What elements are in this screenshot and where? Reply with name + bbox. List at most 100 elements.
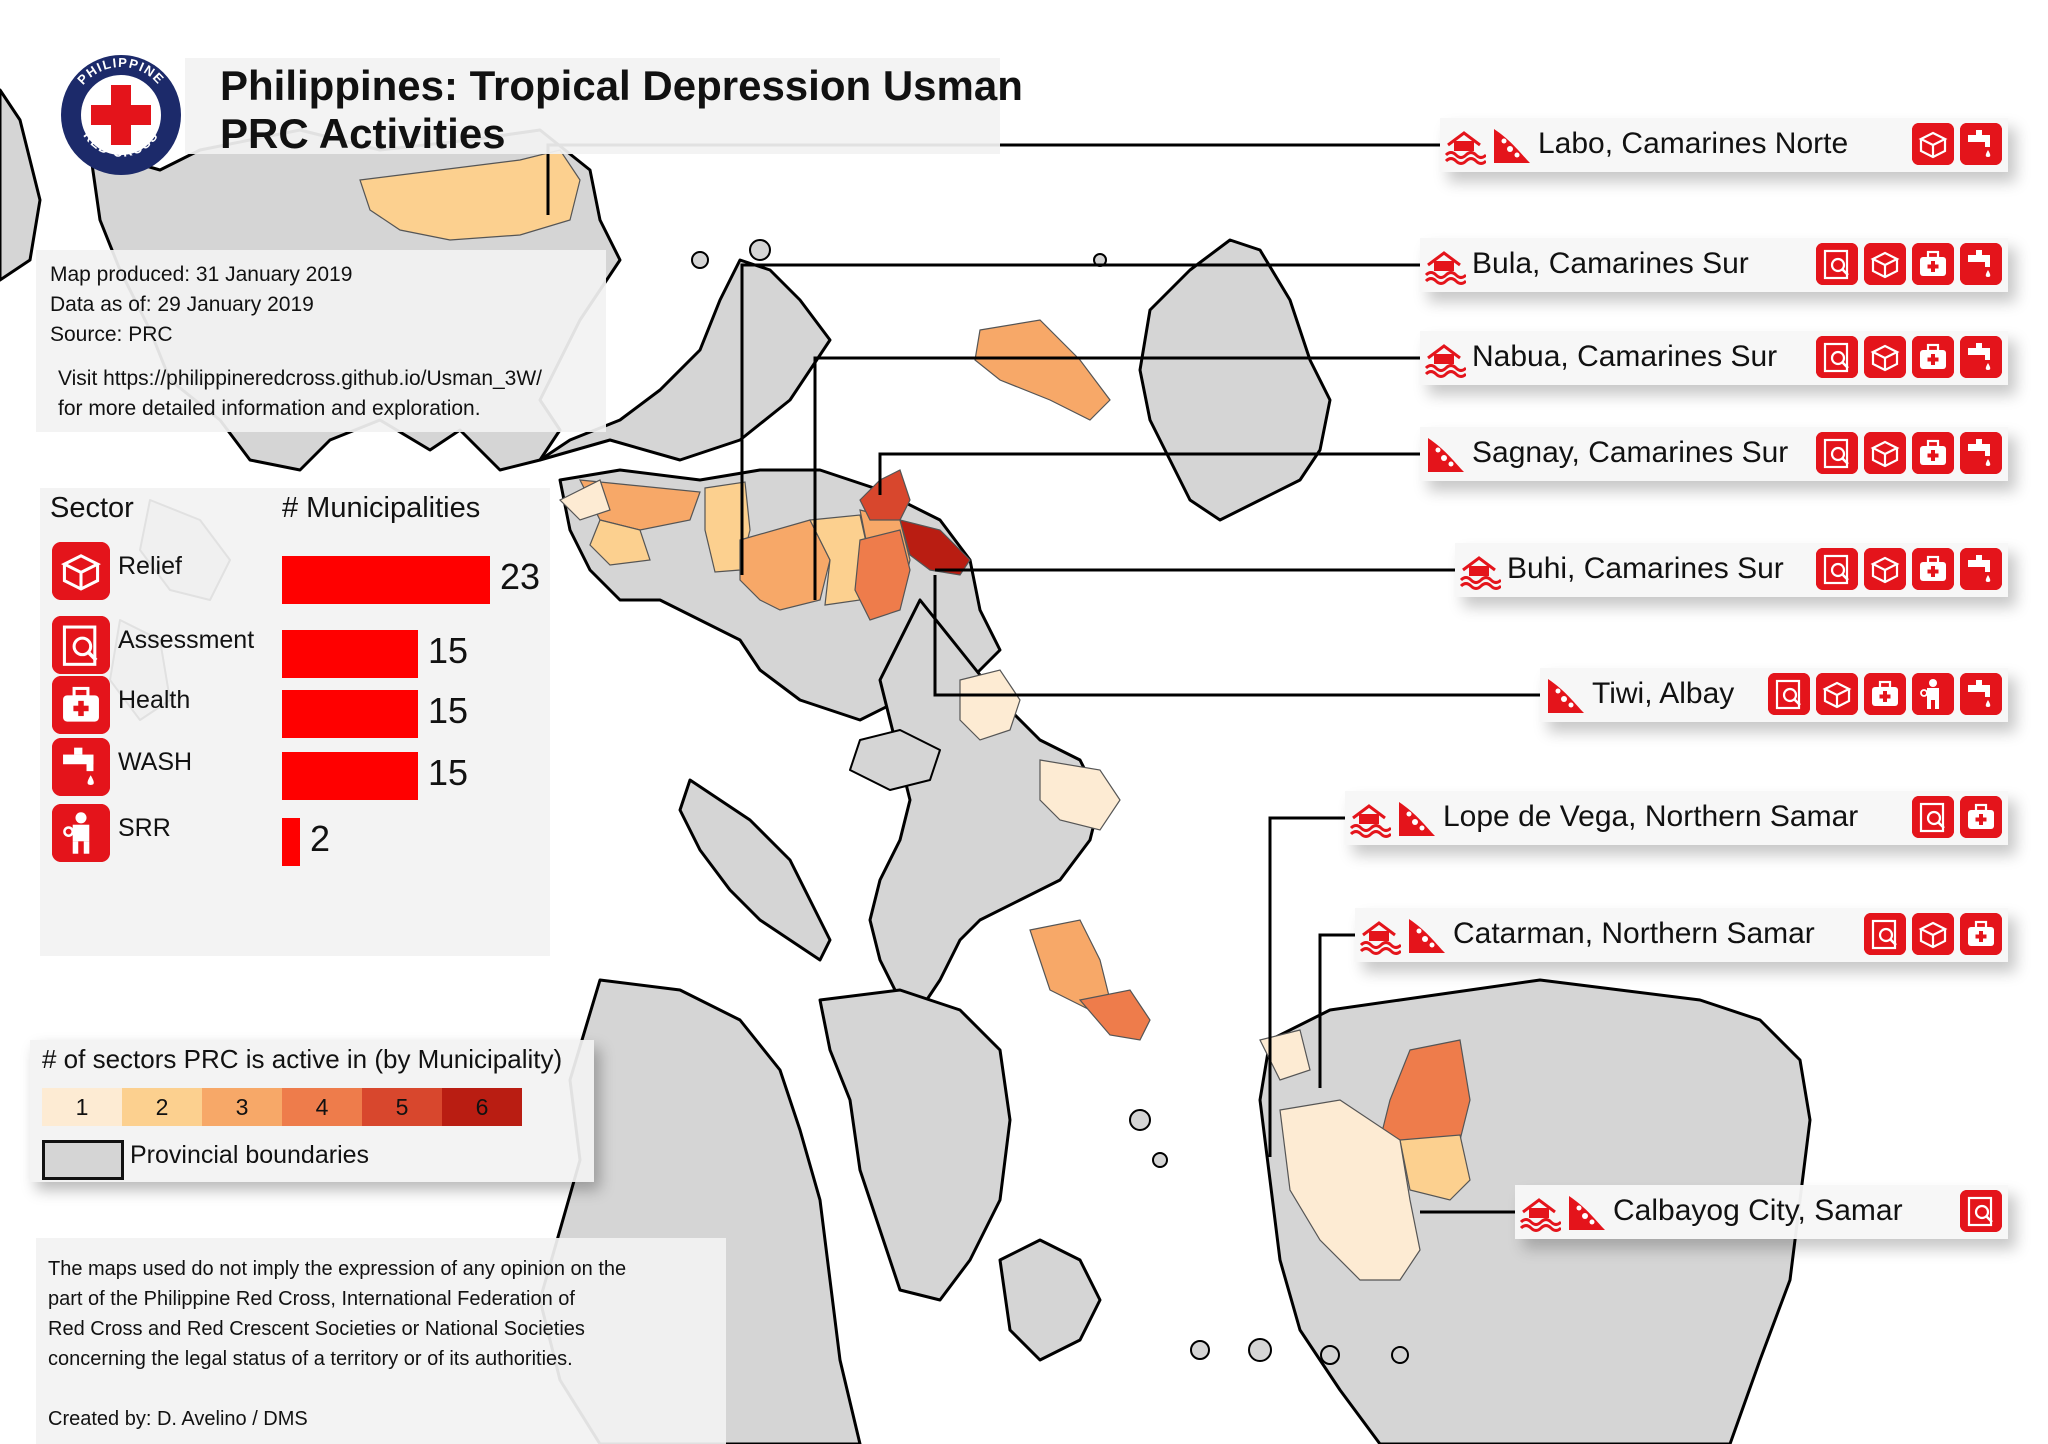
landslide-icon [1424, 434, 1466, 474]
disclaimer-line: part of the Philippine Red Cross, Intern… [48, 1288, 575, 1310]
provincial-boundary-swatch [42, 1140, 124, 1180]
municipality-name: Calbayog City, Samar [1613, 1194, 1903, 1227]
callout-catarman-northern-samar: Catarman, Northern Samar [1355, 908, 2008, 962]
disclaimer-panel: The maps used do not imply the expressio… [36, 1238, 726, 1444]
flood-icon [1424, 338, 1466, 378]
leader-labo [546, 143, 1440, 215]
leader-sagnay [878, 452, 1420, 495]
leader-tiwi [933, 575, 1540, 697]
leader-nabua [813, 356, 1420, 600]
callout-tiwi-albay: Tiwi, Albay [1540, 668, 2008, 722]
visit-note: for more detailed information and explor… [58, 397, 481, 420]
muni-sagnay [859, 469, 911, 521]
flood-icon [1349, 798, 1391, 838]
muni-labo [359, 149, 581, 241]
sector-panel: Sector # Municipalities Relief 23 Assessme… [40, 488, 550, 956]
health-kit-icon [1960, 913, 2002, 955]
water-tap-icon [1960, 432, 2002, 474]
landslide-icon [1405, 915, 1447, 955]
credit-text: Created by: D. Avelino / DMS [48, 1408, 308, 1430]
data-asof-date: Data as of: 29 January 2019 [50, 293, 314, 316]
sector-value: 15 [428, 630, 469, 671]
islet [691, 251, 709, 269]
land-romblon [998, 1238, 1102, 1362]
source-text: Source: PRC [50, 323, 173, 346]
islet [749, 239, 771, 261]
sector-row-assessment: Assessment 15 [40, 616, 550, 686]
municipality-name: Labo, Camarines Norte [1538, 127, 1849, 160]
land-camarines-norte [538, 258, 832, 462]
map-produced-date: Map produced: 31 January 2019 [50, 263, 353, 286]
health-kit-icon [1864, 673, 1906, 715]
sector-bar [282, 818, 300, 866]
health-kit-icon [1912, 243, 1954, 285]
relief-box-icon [1864, 336, 1906, 378]
assessment-icon [1912, 796, 1954, 838]
flood-icon [1459, 550, 1501, 590]
water-tap-icon [1960, 123, 2002, 165]
relief-box-icon [1864, 548, 1906, 590]
municipality-name: Bula, Camarines Sur [1472, 247, 1749, 280]
muni-buhi [854, 529, 911, 621]
land-masbate [678, 778, 832, 962]
flood-icon [1359, 915, 1401, 955]
assessment-icon [1768, 673, 1810, 715]
municipality-name: Nabua, Camarines Sur [1472, 340, 1778, 373]
landslide-icon [1565, 1192, 1607, 1232]
sector-value: 15 [428, 690, 469, 731]
callout-labo-camarines-norte: Labo, Camarines Norte [1440, 118, 2008, 172]
islet [1391, 1346, 1409, 1364]
muni-cam-sur-e [558, 479, 611, 521]
assessment-icon [1864, 913, 1906, 955]
sector-row-wash: WASH 15 [40, 738, 550, 808]
title-panel: Philippines: Tropical Depression Usman P… [185, 58, 1023, 157]
health-kit-icon [52, 676, 110, 734]
municipality-name: Tiwi, Albay [1592, 677, 1735, 710]
landslide-icon [1544, 675, 1586, 715]
callout-buhi-camarines-sur: Buhi, Camarines Sur [1455, 543, 2008, 597]
sector-label: Relief [118, 552, 182, 580]
landslide-icon [1490, 125, 1532, 165]
sector-label: Assessment [118, 626, 255, 654]
rescue-person-icon [1912, 673, 1954, 715]
sector-bar [282, 752, 418, 800]
legend-swatch-6: 6 [442, 1088, 522, 1126]
islet [1190, 1340, 1210, 1360]
water-tap-icon [1960, 336, 2002, 378]
leader-bula [740, 263, 1420, 575]
assessment-icon [52, 616, 110, 674]
legend-panel: # of sectors PRC is active in (by Munici… [30, 1040, 594, 1182]
relief-box-icon [1912, 123, 1954, 165]
muni-cam-sur-d [589, 519, 651, 566]
rescue-person-icon [52, 804, 110, 862]
legend-title: # of sectors PRC is active in (by Munici… [42, 1044, 563, 1074]
municipalities-header: # Municipalities [282, 492, 481, 524]
sector-header: Sector [50, 492, 134, 524]
land-northwest [0, 88, 42, 282]
relief-box-icon [1912, 913, 1954, 955]
provincial-boundary-label: Provincial boundaries [130, 1141, 370, 1169]
visit-link[interactable]: Visit https://philippineredcross.github.… [58, 367, 543, 390]
sector-label: Health [118, 686, 191, 714]
municipality-name: Sagnay, Camarines Sur [1472, 436, 1789, 469]
prc-logo: PHILIPPINE RED CROSS [58, 52, 184, 178]
sector-bar [282, 690, 418, 738]
sector-label: WASH [118, 748, 193, 776]
assessment-icon [1816, 336, 1858, 378]
disclaimer-line: Red Cross and Red Crescent Societies or … [48, 1318, 585, 1340]
health-kit-icon [1912, 432, 1954, 474]
disclaimer-line: The maps used do not imply the expressio… [48, 1258, 627, 1280]
assessment-icon [1960, 1190, 2002, 1232]
relief-box-icon [1816, 673, 1858, 715]
info-panel: Map produced: 31 January 2019 Data as of… [36, 250, 606, 432]
legend-swatch-1: 1 [42, 1088, 122, 1126]
relief-box-icon [1864, 243, 1906, 285]
water-tap-icon [1960, 243, 2002, 285]
sector-value: 2 [310, 818, 331, 859]
muni-tiwi [899, 519, 971, 576]
sector-row-srr: SRR 2 [40, 804, 550, 874]
municipality-name: Lope de Vega, Northern Samar [1443, 800, 1859, 833]
callout-nabua-camarines-sur: Nabua, Camarines Sur [1420, 331, 2008, 385]
callout-lope-de-vega-northern-samar: Lope de Vega, Northern Samar [1345, 791, 2008, 845]
water-tap-icon [52, 738, 110, 796]
